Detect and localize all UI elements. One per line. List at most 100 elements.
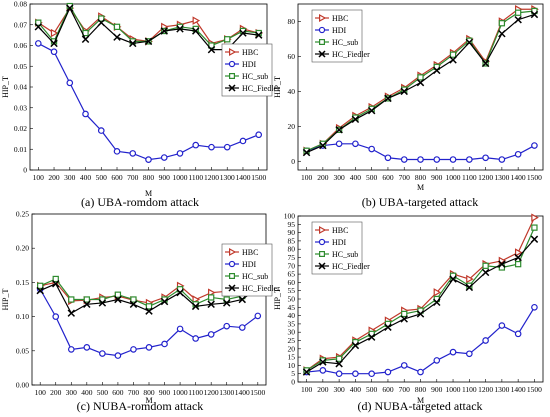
y-axis-label: HIP_T (1, 289, 10, 311)
legend-label: HDI (242, 260, 257, 269)
legend-item: HBC (315, 225, 348, 235)
data-point (113, 33, 121, 41)
x-axis-label: M (417, 183, 424, 192)
legend-marker (228, 60, 236, 68)
data-point (66, 4, 74, 12)
data-point (368, 370, 375, 378)
y-tick-label: 0.25 (16, 210, 29, 219)
x-tick-label: 400 (350, 173, 362, 182)
data-point (50, 28, 59, 38)
x-tick-label: 900 (159, 173, 171, 182)
data-point (67, 309, 76, 317)
y-tick-label: 0.02 (14, 124, 27, 133)
legend-item: HDI (315, 26, 347, 35)
data-point (98, 299, 107, 307)
data-point (66, 79, 74, 87)
data-point (144, 37, 153, 46)
x-tick-label: 900 (431, 385, 443, 394)
legend-marker (319, 251, 326, 258)
x-tick-label: 1400 (235, 388, 250, 397)
x-tick-label: 700 (399, 385, 411, 394)
x-tick-label: 400 (81, 388, 93, 397)
data-point (52, 275, 59, 283)
y-tick-label: 0.08 (14, 0, 27, 9)
data-point (254, 31, 263, 39)
x-tick-label: 1100 (188, 173, 203, 182)
legend-marker (229, 72, 236, 79)
panel-caption: (b) UBA-targeted attack (362, 195, 478, 209)
x-tick-label: 1300 (494, 173, 509, 182)
y-tick-label: 95 (288, 220, 296, 229)
data-point (223, 143, 231, 151)
x-tick-label: 1000 (172, 173, 187, 182)
legend-item: HC_sub (315, 250, 358, 259)
x-tick-label: 900 (159, 388, 171, 397)
data-point (176, 25, 184, 33)
data-point (400, 87, 408, 96)
data-point (52, 280, 60, 288)
x-tick-label: 100 (33, 173, 45, 182)
y-tick-label: 40 (288, 311, 296, 320)
data-point (160, 297, 169, 306)
legend-item: HC_Fiedler (225, 284, 280, 293)
y-tick-label: 0.05 (14, 62, 27, 71)
legend: HBC HDI HC_sub HC_Fiedler (221, 243, 280, 297)
data-point (238, 324, 246, 331)
legend-item: HDI (315, 238, 347, 247)
data-point (113, 148, 121, 155)
y-tick-label: 35 (288, 319, 296, 328)
series-hdi (34, 40, 263, 163)
legend-label: HBC (332, 14, 348, 23)
x-tick-label: 400 (80, 173, 92, 182)
data-point (417, 74, 424, 81)
x-tick-label: 100 (301, 173, 313, 182)
data-point (129, 39, 137, 48)
x-tick-label: 100 (35, 388, 47, 397)
y-tick-label: 0.20 (16, 244, 29, 253)
data-point (384, 154, 392, 162)
legend-item: HBC (225, 247, 258, 257)
legend-label: HC_sub (242, 72, 268, 81)
y-tick-label: 90 (288, 228, 296, 237)
x-axis-label: M (145, 396, 152, 405)
y-tick-label: 0 (291, 378, 295, 387)
data-point (113, 23, 121, 30)
data-point (352, 140, 359, 148)
data-point (433, 298, 441, 307)
data-point (97, 18, 105, 27)
y-tick-label: 100 (284, 212, 296, 221)
y-tick-label: 0.07 (14, 20, 27, 29)
data-point (208, 42, 215, 49)
data-point (83, 300, 91, 309)
y-tick-label: 10 (288, 361, 296, 370)
x-tick-label: 1300 (219, 388, 234, 397)
x-tick-label: 1000 (446, 385, 461, 394)
legend-label: HDI (332, 238, 347, 247)
legend-label: HBC (242, 248, 258, 257)
data-point (482, 154, 489, 162)
x-tick-label: 1300 (220, 173, 235, 182)
y-tick-label: 15 (288, 353, 296, 362)
legend-label: HC_Fiedler (332, 262, 370, 271)
legend-marker (318, 238, 326, 246)
y-tick-label: 85 (288, 236, 296, 245)
x-tick-label: 100 (301, 385, 313, 394)
panel-nuba-targeted: 0510152025303540455055606570758085909510… (273, 212, 544, 413)
legend-label: HC_Fiedler (242, 84, 280, 93)
data-point (466, 274, 474, 284)
data-point (530, 10, 539, 19)
data-point (239, 137, 247, 145)
legend-label: HDI (332, 26, 347, 35)
x-tick-label: 1500 (527, 173, 542, 182)
legend-marker (318, 50, 326, 58)
data-point (433, 156, 441, 163)
x-tick-label: 500 (96, 173, 108, 182)
data-point (335, 126, 343, 134)
y-tick-label: 45 (288, 303, 296, 312)
y-tick-label: 30 (288, 328, 296, 337)
legend-label: HBC (332, 226, 348, 235)
data-point (82, 110, 89, 118)
y-tick-label: 60 (288, 52, 296, 61)
legend-label: HBC (242, 48, 258, 57)
